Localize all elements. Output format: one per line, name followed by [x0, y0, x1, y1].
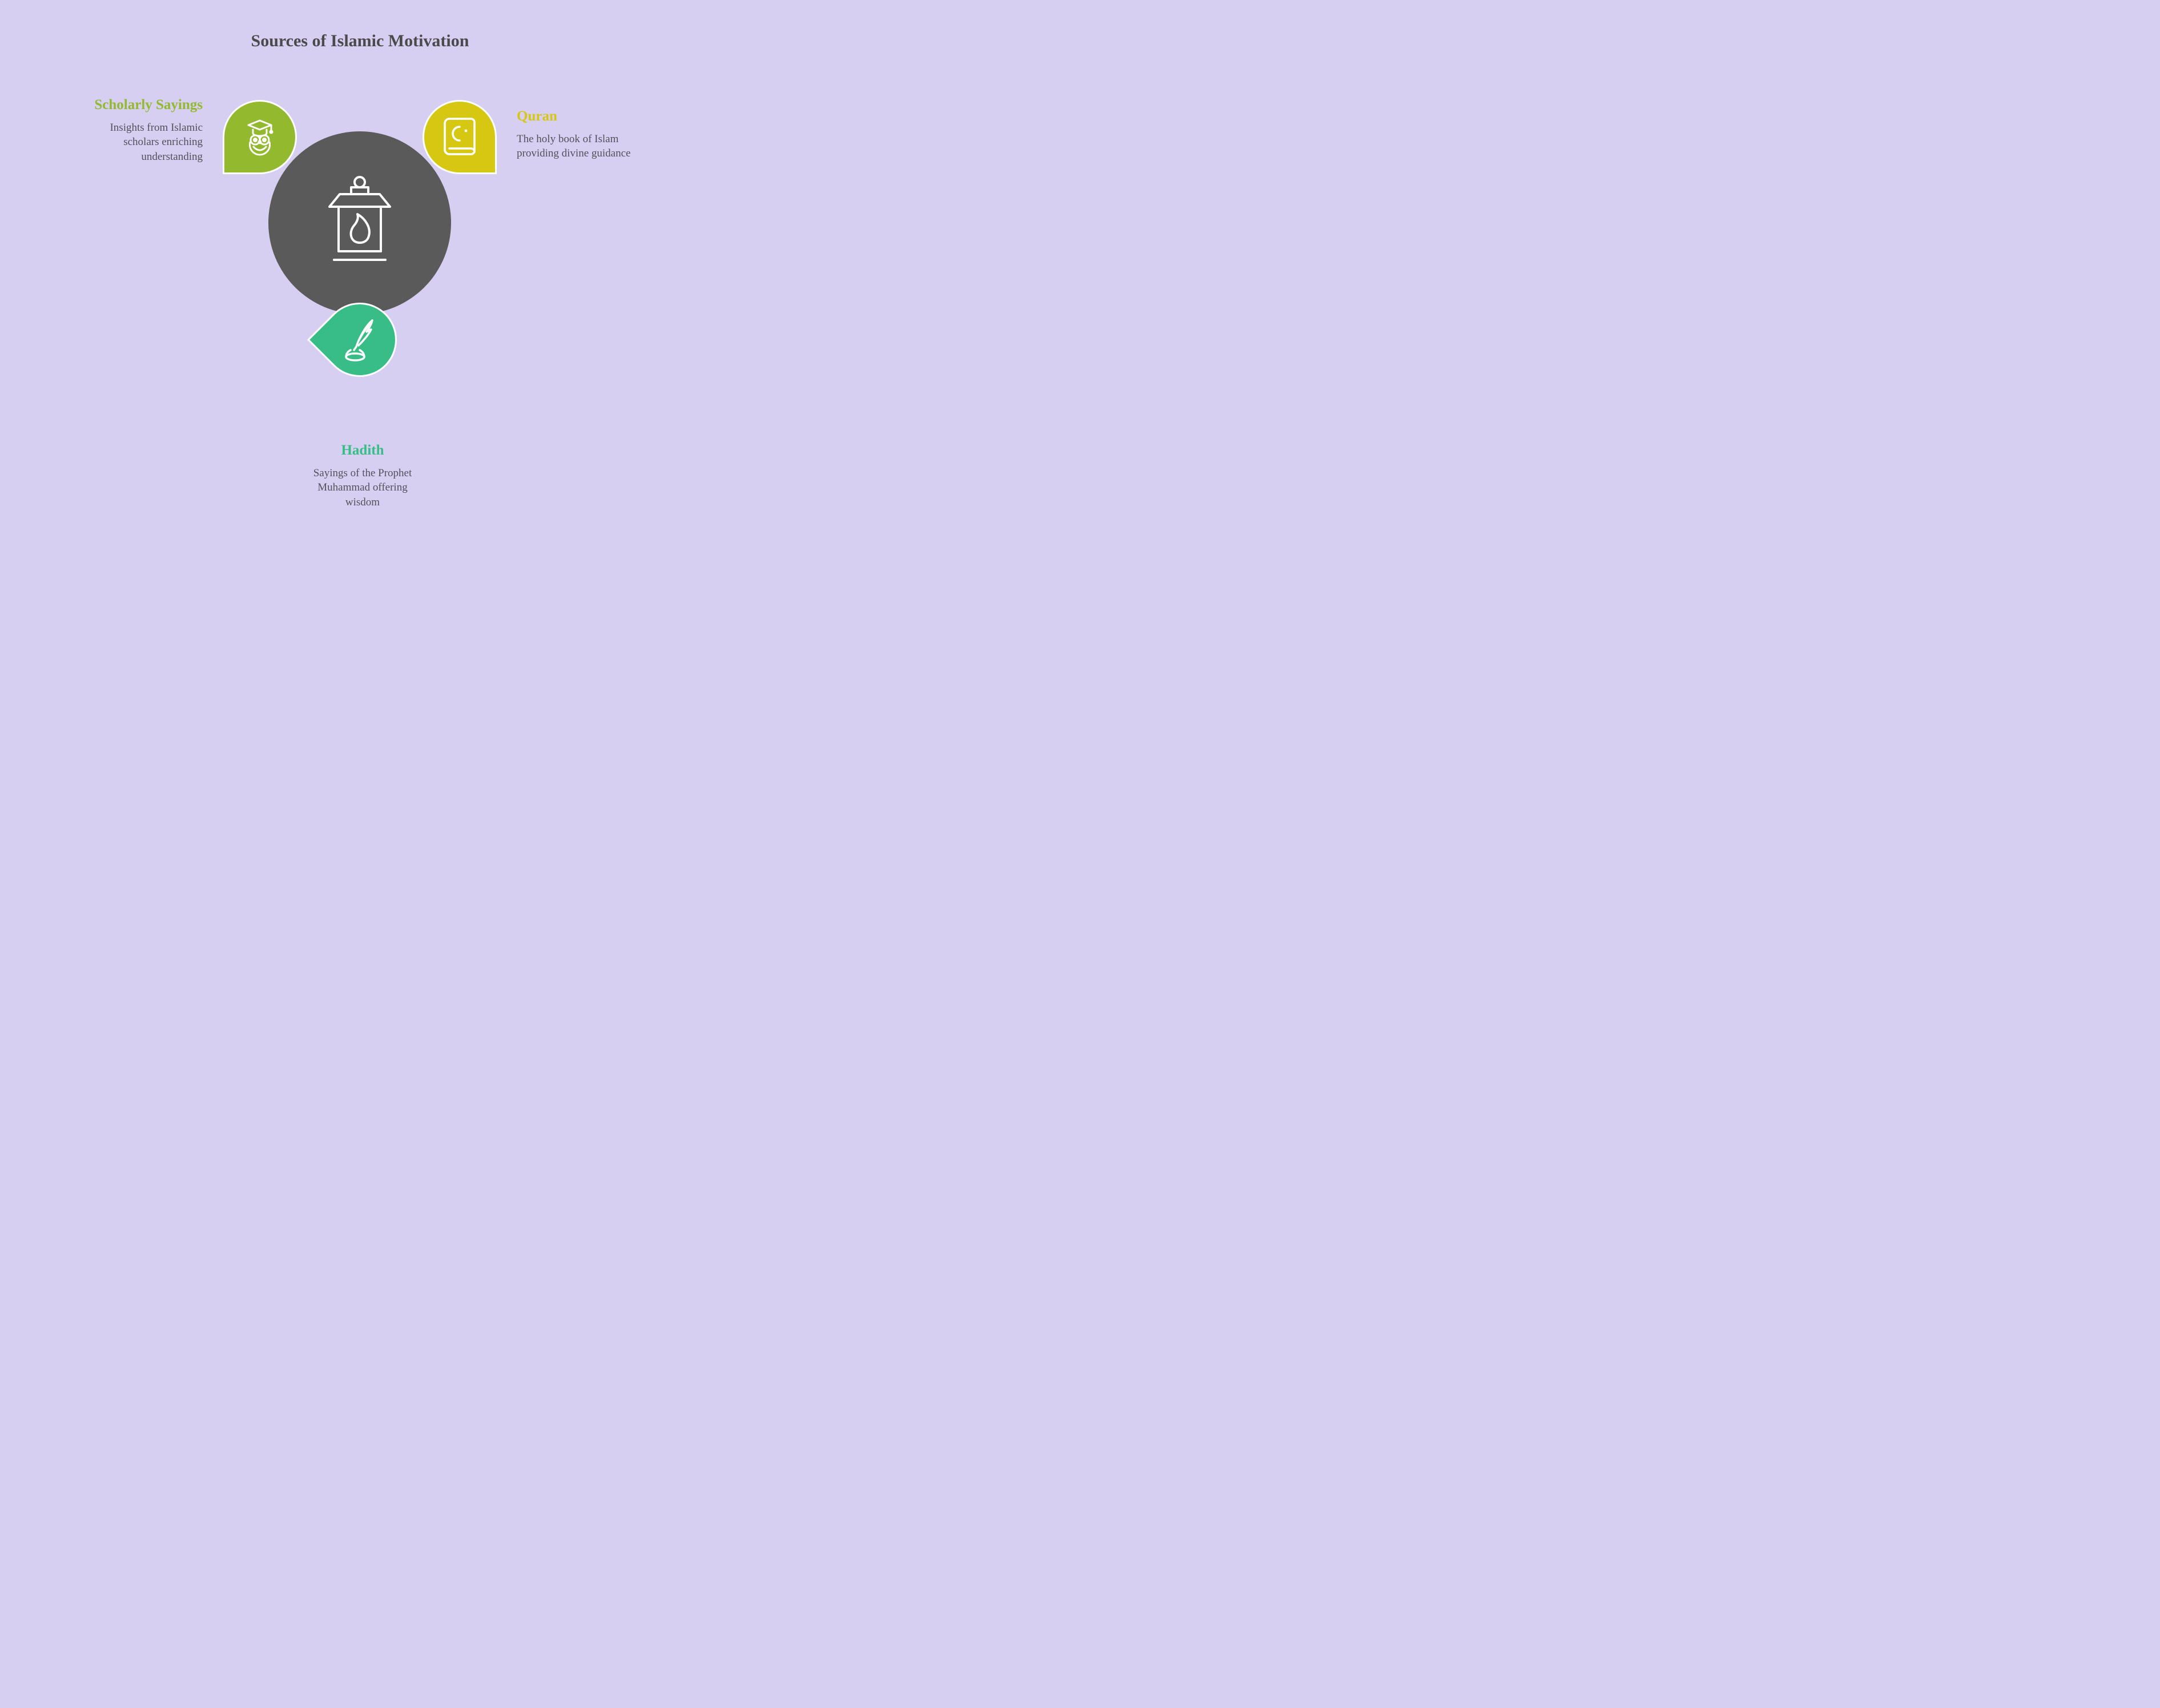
scholarly-drop: [223, 100, 297, 174]
hadith-heading: Hadith: [300, 443, 425, 459]
quran-drop: [423, 100, 497, 174]
lantern-icon: [320, 174, 400, 271]
diagram-title: Sources of Islamic Motivation: [0, 31, 720, 51]
hadith-desc: Sayings of the Prophet Muhammad offering…: [300, 466, 425, 510]
quran-book-icon: [440, 115, 479, 159]
center-circle: [268, 131, 451, 314]
scholarly-heading: Scholarly Sayings: [77, 97, 203, 114]
owl-scholar-icon: [240, 117, 280, 157]
hadith-text: Hadith Sayings of the Prophet Muhammad o…: [300, 443, 425, 510]
quill-ink-icon: [339, 317, 380, 363]
scholarly-text: Scholarly Sayings Insights from Islamic …: [77, 97, 203, 164]
quran-text: Quran The holy book of Islam providing d…: [517, 108, 642, 161]
scholarly-desc: Insights from Islamic scholars enriching…: [77, 120, 203, 164]
quran-desc: The holy book of Islam providing divine …: [517, 132, 642, 161]
quran-heading: Quran: [517, 108, 642, 125]
